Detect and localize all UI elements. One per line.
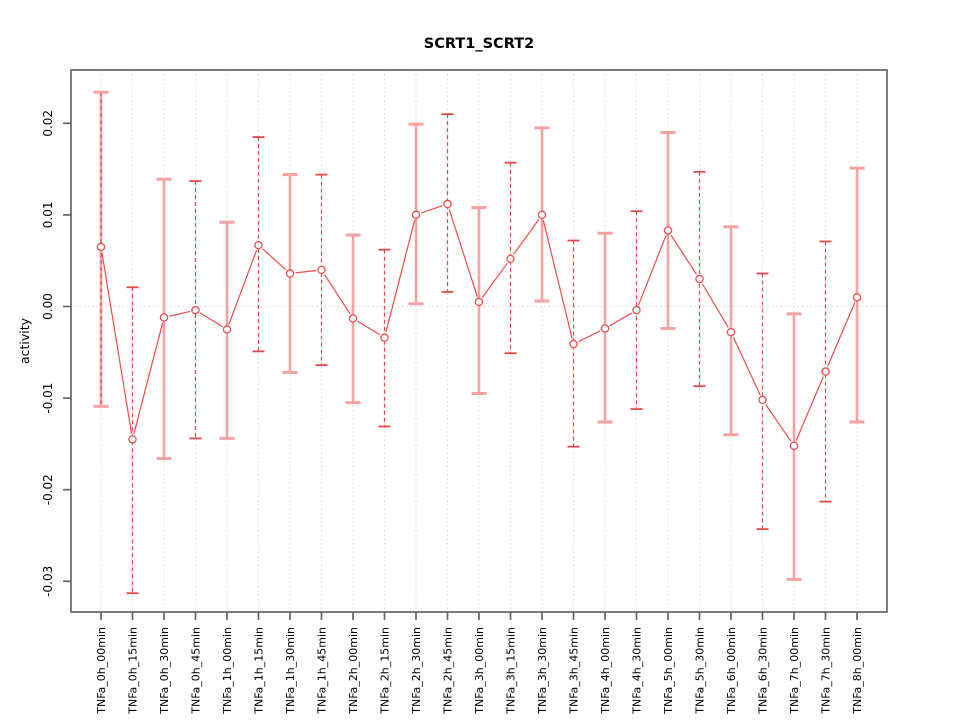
- data-point-23: [789, 441, 799, 450]
- data-point-6: [254, 240, 263, 250]
- data-point-8: [317, 265, 326, 275]
- series-segment: [448, 208, 478, 297]
- data-point-17: [600, 324, 610, 333]
- data-point-22: [758, 395, 767, 405]
- x-tick-label-18: TNFa_4h_30min: [631, 627, 644, 715]
- series-segment: [101, 252, 133, 434]
- data-point-5: [222, 325, 232, 334]
- series-segment: [385, 220, 416, 333]
- series-segment: [609, 312, 633, 327]
- x-tick-label-16: TNFa_3h_45min: [568, 627, 581, 715]
- series-segment: [637, 235, 667, 306]
- series-segment: [169, 310, 191, 317]
- series-segment: [420, 205, 443, 214]
- series-segment: [228, 250, 258, 325]
- y-tick-label: -0.02: [41, 474, 55, 505]
- y-axis-label: activity: [17, 317, 32, 364]
- x-tick-label-9: TNFa_2h_00min: [347, 627, 360, 715]
- data-point-15: [537, 210, 547, 220]
- series-segment: [542, 220, 573, 339]
- data-point-3: [159, 313, 169, 322]
- data-point-19: [663, 226, 673, 235]
- series-segment: [262, 248, 287, 271]
- series-segment: [670, 234, 698, 275]
- y-tick-label: 0.02: [41, 110, 55, 137]
- x-tick-label-4: TNFa_0h_45min: [190, 627, 203, 715]
- x-tick-label-21: TNFa_6h_00min: [725, 627, 738, 715]
- x-tick-label-6: TNFa_1h_15min: [253, 627, 266, 715]
- data-point-11: [411, 210, 421, 220]
- x-tick-label-22: TNFa_6h_30min: [757, 627, 770, 715]
- x-tick-label-13: TNFa_3h_00min: [473, 627, 486, 715]
- data-point-2: [128, 435, 137, 444]
- x-tick-label-10: TNFa_2h_15min: [379, 627, 392, 715]
- x-tick-label-8: TNFa_1h_45min: [316, 627, 329, 715]
- x-tick-label-17: TNFa_4h_00min: [599, 627, 612, 715]
- series-segment: [357, 320, 381, 336]
- x-tick-label-19: TNFa_5h_00min: [662, 627, 675, 715]
- x-tick-label-14: TNFa_3h_15min: [505, 627, 518, 715]
- data-point-16: [569, 339, 578, 349]
- series-segment: [701, 283, 729, 328]
- x-tick-label-12: TNFa_2h_45min: [442, 627, 455, 715]
- x-tick-label-5: TNFa_1h_00min: [221, 627, 234, 715]
- series-segment: [578, 330, 601, 343]
- data-point-18: [632, 305, 641, 315]
- series-segment: [827, 302, 856, 367]
- series-segment: [323, 274, 351, 315]
- data-point-20: [695, 274, 704, 284]
- x-tick-label-7: TNFa_1h_30min: [284, 627, 297, 715]
- data-point-4: [191, 305, 200, 315]
- chart-title: SCRT1_SCRT2: [424, 36, 534, 52]
- x-tick-label-3: TNFa_0h_30min: [158, 627, 171, 715]
- series-segment: [295, 269, 317, 274]
- data-point-21: [726, 327, 736, 337]
- x-tick-label-25: TNFa_8h_00min: [851, 627, 864, 715]
- data-point-12: [443, 199, 452, 209]
- x-tick-label-23: TNFa_7h_00min: [788, 627, 801, 715]
- x-tick-label-1: TNFa_0h_00min: [95, 627, 108, 715]
- plot-area: 0.02 0.01 0.00 -0.01 -0.02 -0.03 TNFa_0h_00min…: [41, 69, 888, 715]
- x-tick-label-20: TNFa_5h_30min: [694, 627, 707, 715]
- series-segment: [481, 262, 508, 298]
- y-tick-label: -0.01: [41, 383, 55, 414]
- data-point-14: [506, 254, 515, 264]
- series-segment: [199, 312, 223, 328]
- series-segment: [795, 376, 824, 441]
- data-point-1: [96, 242, 106, 252]
- data-point-25: [852, 293, 862, 302]
- data-point-24: [821, 367, 830, 376]
- series-segment: [133, 322, 164, 435]
- y-tick-label: 0.01: [41, 202, 55, 229]
- data-point-7: [285, 269, 295, 278]
- series-segment: [513, 219, 540, 255]
- data-point-10: [380, 333, 389, 342]
- data-point-13: [474, 297, 484, 307]
- x-tick-label-2: TNFa_0h_15min: [127, 627, 140, 715]
- series-segment: [765, 404, 792, 442]
- x-tick-label-15: TNFa_3h_30min: [536, 627, 549, 715]
- data-point-9: [348, 314, 358, 323]
- y-tick-label: -0.03: [41, 566, 55, 597]
- y-tick-label: 0.00: [41, 293, 55, 320]
- x-tick-label-24: TNFa_7h_30min: [820, 627, 833, 715]
- series-segment: [732, 336, 761, 396]
- x-tick-label-11: TNFa_2h_30min: [410, 627, 423, 715]
